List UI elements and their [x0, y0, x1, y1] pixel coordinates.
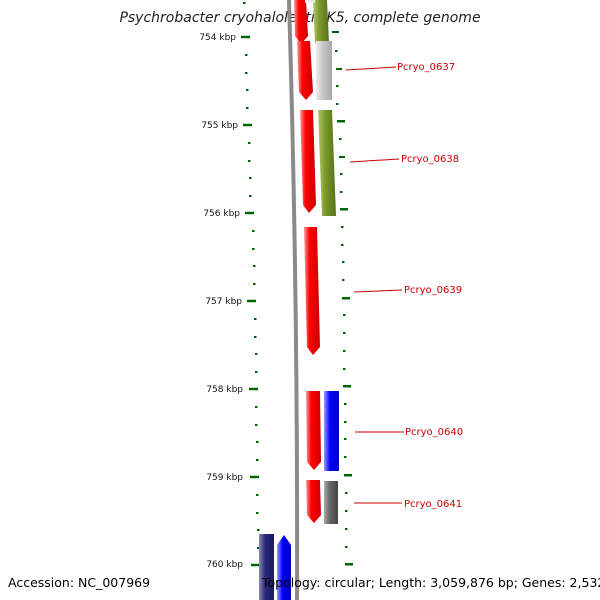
gene-feature-olive[interactable] — [313, 0, 329, 43]
label-leaders — [345, 66, 404, 504]
ruler-label: 759 kbp — [206, 473, 243, 483]
gene-label[interactable]: Pcryo_0639 — [404, 285, 462, 296]
gene-feature-pcryo-0638[interactable] — [318, 110, 336, 216]
gene-feature-pcryo-0641[interactable] — [306, 480, 321, 523]
genome-backbone — [287, 0, 300, 600]
gene-feature-lightgray[interactable] — [316, 41, 332, 100]
gene-feature-blue[interactable] — [324, 391, 339, 471]
ruler-label: 757 kbp — [205, 297, 242, 307]
gene-feature-pcryo-0640[interactable] — [306, 391, 321, 470]
ruler-label: 760 kbp — [206, 560, 243, 570]
accession-text: Accession: NC_007969 — [8, 575, 151, 590]
ruler-major-ticks — [241, 35, 260, 567]
gene-label[interactable]: Pcryo_0640 — [405, 427, 463, 438]
gene-label[interactable]: Pcryo_0641 — [404, 499, 462, 510]
ruler-label: 756 kbp — [203, 209, 240, 219]
gene-label[interactable]: Pcryo_0638 — [401, 154, 459, 165]
gene-feature[interactable] — [300, 110, 316, 213]
gene-feature-blue-arrow[interactable] — [277, 535, 291, 600]
gene-feature[interactable] — [294, 0, 308, 44]
ruler-label: 754 kbp — [199, 33, 236, 43]
gene-track-inner[interactable] — [294, 0, 321, 523]
topology-summary: Topology: circular; Length: 3,059,876 bp… — [262, 575, 600, 590]
gene-feature-navy[interactable] — [259, 534, 274, 600]
gene-label[interactable]: Pcryo_0637 — [397, 62, 455, 73]
ruler-minor-ticks — [243, 2, 260, 549]
gene-feature-pcryo-0637[interactable] — [297, 41, 313, 100]
gene-track-outer[interactable] — [259, 0, 339, 600]
ruler-label: 758 kbp — [206, 385, 243, 395]
gene-labels[interactable]: Pcryo_0637 Pcryo_0638 Pcryo_0639 Pcryo_0… — [397, 62, 463, 510]
gene-feature-pcryo-0639[interactable] — [304, 227, 320, 355]
ruler-labels: 754 kbp 755 kbp 756 kbp 757 kbp 758 kbp … — [199, 33, 243, 570]
gene-feature-darkgray[interactable] — [324, 481, 338, 524]
ruler-label: 755 kbp — [201, 121, 238, 131]
right-ruler-ticks — [332, 31, 353, 566]
